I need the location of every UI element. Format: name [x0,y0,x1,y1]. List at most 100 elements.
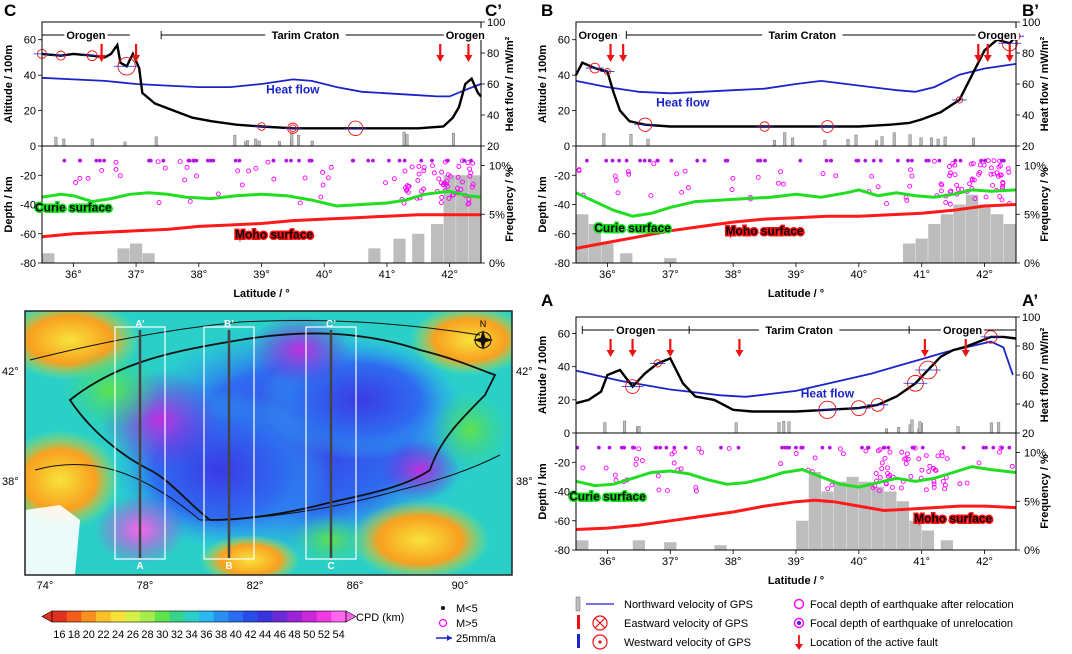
colorbar-swatch [125,611,141,622]
earthquake-point [669,451,675,457]
colorbar-swatch [316,611,332,622]
earthquake-point [612,173,618,179]
heat-flow-label: Heat flow [656,96,710,110]
earthquake-point [416,163,422,169]
heatflow-tick-label: 20 [1022,428,1034,440]
earthquake-point-unrelocated [617,158,622,163]
earthquake-point-unrelocated [632,445,637,450]
legend-m-small: M<5 [456,603,478,615]
earthquake-point-unrelocated [824,158,829,163]
gps-bar [956,426,960,434]
frequency-bar [368,248,381,263]
gps-bar [846,139,850,147]
earthquake-point [967,181,972,187]
earthquake-point-unrelocated [953,158,958,163]
legend-eastward: Eastward velocity of GPS [624,618,748,630]
earthquake-point-unrelocated [94,158,99,163]
moho-curve [575,203,1017,250]
north-arrow-icon: N [473,319,493,350]
profile-section-c: Orogen Tarim Craton Orogen Heat flow Curie s… [3,17,516,300]
active-fault-arrowhead [974,55,983,62]
heatflow-tick-label: 40 [487,110,499,122]
earthquake-point-unrelocated [205,158,210,163]
earthquake-point [679,189,685,195]
earthquake-point [904,197,910,203]
frequency-axis-title: Frequency / % [504,167,516,242]
gps-bar [919,137,923,147]
frequency-bar [632,540,645,550]
colorbar-tick-label: 30 [156,629,168,641]
moho-curve [575,498,1017,531]
altitude-tick-label: 0 [564,141,570,153]
frequency-bar [601,243,614,263]
colorbar-swatch [301,611,317,622]
earthquake-point [820,171,826,177]
depth-tick-label: -60 [554,516,570,528]
earthquake-point-unrelocated [297,158,301,163]
depth-tick-label: -80 [554,258,570,270]
x-tick-label: 38° [725,556,742,568]
earthquake-point-unrelocated [161,158,166,163]
earthquake-point [899,449,905,455]
gps-bar [777,422,781,434]
earthquake-point-unrelocated [607,445,612,450]
heatflow-tick-label: 100 [487,17,505,29]
earthquake-point [431,170,437,176]
earthquake-point [113,159,119,165]
x-tick-label: 40° [851,269,868,281]
earthquake-point-unrelocated [702,158,707,163]
altitude-tick-label: 40 [558,362,570,374]
earthquake-point [696,446,702,451]
altitude-tick-label: 0 [30,141,36,153]
moho-surface-label: Moho surface [914,511,992,525]
earthquake-point-unrelocated [371,158,375,163]
tectonic-unit-label: Tarim Craton [768,30,836,42]
earthquake-point [73,180,79,185]
gps-bar [875,140,879,147]
earthquake-point-unrelocated [911,445,916,450]
earthquake-point [99,167,105,173]
earthquake-point-unrelocated [961,445,966,450]
earthquake-point [990,182,996,188]
earthquake-point [456,164,462,169]
earthquake-point [409,164,415,170]
earthquake-point [445,172,451,178]
altitude-tick-label: 20 [558,106,570,118]
earthquake-point [931,158,937,164]
colorbar-swatch [331,611,347,622]
map-label-c: C [327,561,334,572]
gps-bar [637,426,641,434]
earthquake-point [187,198,193,204]
gps-bar [602,133,606,147]
profile-box-a [114,326,166,560]
frequency-bar [664,258,677,263]
frequency-tick-label: 5% [489,209,505,221]
frequency-bar [714,545,727,550]
active-fault-arrowhead [1005,55,1014,62]
earthquake-point [775,180,781,186]
earthquake-point [419,188,424,194]
earthquake-point [415,177,421,183]
earthquake-point-unrelocated [979,158,983,163]
earthquake-point-unrelocated [794,445,798,450]
profile-box-c [305,326,357,560]
earthquake-point [944,456,950,462]
earthquake-point [926,469,932,474]
earthquake-point [634,456,639,462]
x-tick-label: 37° [662,556,679,568]
frequency-bar [576,540,589,550]
colorbar-tick-label: 38 [215,629,227,641]
earthquake-point [460,179,465,185]
frequency-bar [1003,224,1016,263]
legend-relocated: Focal depth of earthquake after relocati… [810,599,1014,611]
earthquake-point [890,485,895,490]
earthquake-point-unrelocated [798,158,803,163]
tectonic-label-bg [762,28,843,40]
earthquake-point-unrelocated [829,158,834,163]
panel-letter-b-prime: B’ [1022,1,1039,20]
x-tick-label: 41° [913,556,930,568]
earthquake-point [612,472,618,478]
gps-bar [897,427,901,434]
earthquake-point-unrelocated [736,445,741,450]
frequency-bar [808,472,821,550]
